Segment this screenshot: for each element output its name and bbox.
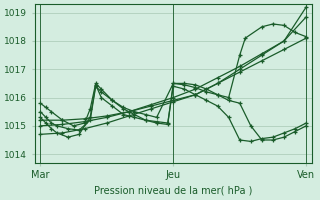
X-axis label: Pression niveau de la mer( hPa ): Pression niveau de la mer( hPa ) [94, 186, 252, 196]
